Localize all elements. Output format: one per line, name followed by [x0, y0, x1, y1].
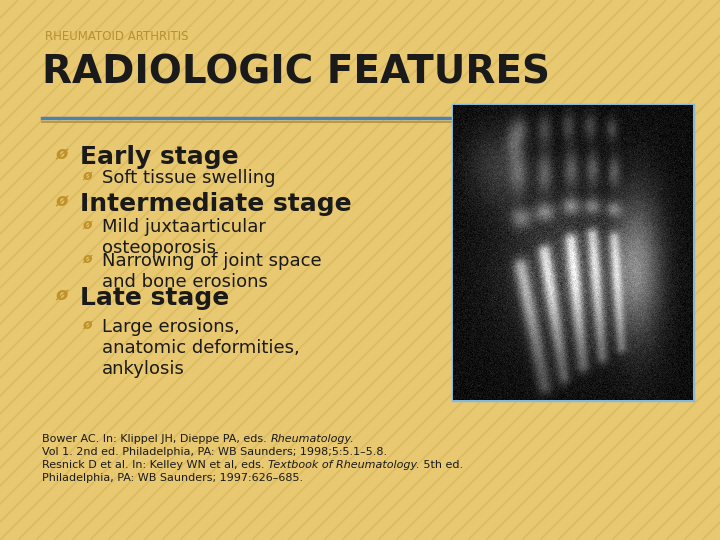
- Text: Rheumatology.: Rheumatology.: [270, 434, 354, 444]
- Text: Early stage: Early stage: [80, 145, 238, 169]
- Text: ø: ø: [55, 286, 68, 304]
- Text: Resnick D et al. In: Kelley WN et al, eds.: Resnick D et al. In: Kelley WN et al, ed…: [42, 460, 268, 470]
- Text: ø: ø: [82, 252, 91, 266]
- Text: Mild juxtaarticular
osteoporosis: Mild juxtaarticular osteoporosis: [102, 218, 266, 257]
- Text: Philadelphia, PA: WB Saunders; 1997:626–685.: Philadelphia, PA: WB Saunders; 1997:626–…: [42, 473, 303, 483]
- Text: Narrowing of joint space
and bone erosions: Narrowing of joint space and bone erosio…: [102, 252, 322, 291]
- Text: Vol 1. 2nd ed. Philadelphia, PA: WB Saunders; 1998;5:5.1–5.8.: Vol 1. 2nd ed. Philadelphia, PA: WB Saun…: [42, 447, 387, 457]
- Text: ø: ø: [55, 145, 68, 163]
- Text: ø: ø: [82, 318, 91, 332]
- Text: Intermediate stage: Intermediate stage: [80, 192, 351, 216]
- Text: Textbook of Rheumatology.: Textbook of Rheumatology.: [268, 460, 420, 470]
- Text: Bower AC. In: Klippel JH, Dieppe PA, eds.: Bower AC. In: Klippel JH, Dieppe PA, eds…: [42, 434, 270, 444]
- Text: Late stage: Late stage: [80, 286, 229, 310]
- Bar: [453, 105, 693, 400]
- Text: ø: ø: [55, 192, 68, 210]
- Text: RADIOLOGIC FEATURES: RADIOLOGIC FEATURES: [42, 53, 550, 91]
- Text: Large erosions,
anatomic deformities,
ankylosis: Large erosions, anatomic deformities, an…: [102, 318, 300, 377]
- Text: ø: ø: [82, 218, 91, 232]
- Text: RHEUMATOID ARTHRITIS: RHEUMATOID ARTHRITIS: [45, 30, 189, 43]
- Text: ø: ø: [82, 169, 91, 183]
- Text: Soft tissue swelling: Soft tissue swelling: [102, 169, 276, 187]
- Text: 5th ed.: 5th ed.: [420, 460, 463, 470]
